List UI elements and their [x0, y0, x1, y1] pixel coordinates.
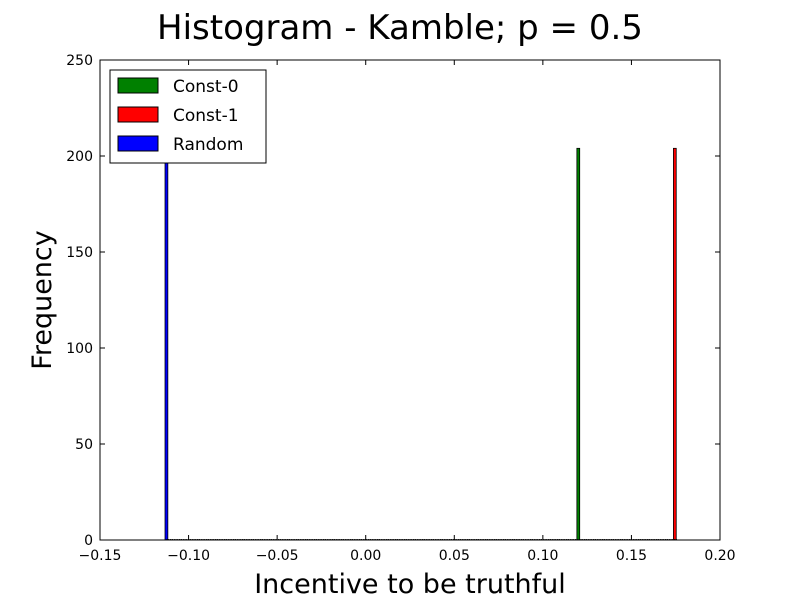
bars-group — [164, 147, 677, 541]
legend-label-const-0: Const-0 — [173, 77, 239, 97]
chart-title: Histogram - Kamble; p = 0.5 — [157, 8, 643, 48]
x-tick-label: −0.10 — [167, 548, 210, 564]
x-tick-label: 0.10 — [527, 548, 558, 564]
x-tick-label: 0.20 — [704, 548, 735, 564]
y-tick-label: 100 — [66, 341, 93, 357]
y-tick-label: 250 — [66, 53, 93, 69]
bar-const-0-0 — [576, 147, 581, 541]
legend-swatch-const-0 — [117, 77, 159, 94]
y-tick-label: 50 — [75, 437, 93, 453]
legend-swatch-random — [117, 135, 159, 152]
x-tick-label: −0.15 — [79, 548, 122, 564]
y-tick-label: 0 — [84, 533, 93, 549]
y-tick-label: 150 — [66, 245, 93, 261]
y-axis-ticks: 0 50 100 150 200 250 — [66, 53, 720, 549]
y-axis-label: Frequency — [27, 230, 58, 370]
legend-swatch-const-1 — [117, 106, 159, 123]
bar-random-0 — [164, 147, 169, 541]
x-tick-label: 0.15 — [616, 548, 647, 564]
bar-const-1-0 — [673, 147, 677, 541]
legend: Const-0 Const-1 Random — [109, 69, 267, 164]
x-tick-label: 0.05 — [439, 548, 470, 564]
legend-label-const-1: Const-1 — [173, 106, 239, 126]
plot-frame — [99, 59, 721, 541]
x-axis-ticks: −0.15 −0.10 −0.05 0.00 0.05 0.10 0.15 0.20 — [79, 60, 736, 564]
y-tick-label: 200 — [66, 149, 93, 165]
x-tick-label: −0.05 — [256, 548, 299, 564]
legend-label-random: Random — [173, 135, 243, 155]
x-tick-label: 0.00 — [350, 548, 381, 564]
x-axis-label: Incentive to be truthful — [254, 569, 566, 600]
